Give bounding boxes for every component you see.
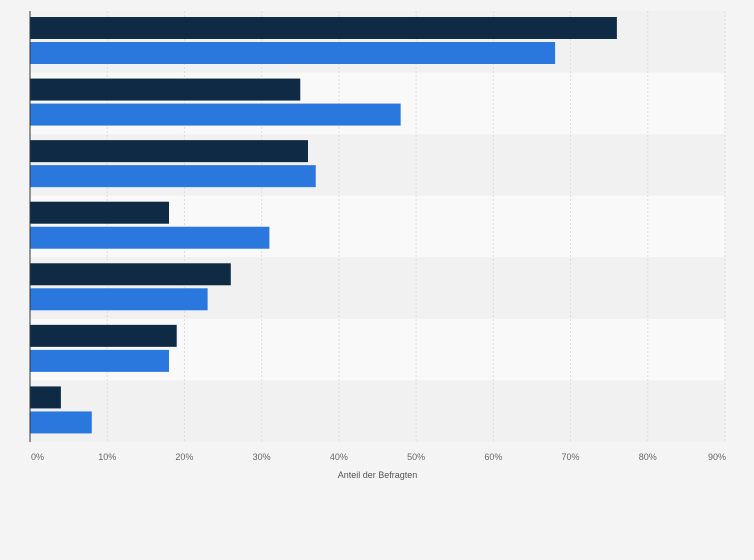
x-axis-ticks: 0% 10% 20% 30% 40% 50% 60% 70% 80% 90% (31, 452, 726, 462)
bar-series-1 (30, 201, 169, 224)
bar-series-2 (30, 42, 556, 64)
bar-series-1 (30, 17, 617, 39)
bar-series-2 (30, 411, 92, 434)
bars (30, 17, 617, 434)
bar-series-1 (30, 324, 177, 347)
bar-series-1 (30, 263, 231, 286)
x-tick-label: 0% (31, 452, 44, 462)
bar-series-2 (30, 349, 169, 372)
x-tick-label: 20% (175, 452, 193, 462)
x-tick-label: 50% (407, 452, 425, 462)
x-tick-label: 10% (98, 452, 116, 462)
bar-series-1 (30, 78, 301, 101)
x-tick-label: 80% (639, 452, 657, 462)
bar-series-2 (30, 165, 316, 188)
bar-series-2 (30, 103, 401, 126)
x-tick-label: 60% (484, 452, 502, 462)
bar-series-2 (30, 226, 270, 249)
bar-series-1 (30, 140, 308, 163)
x-tick-label: 40% (330, 452, 348, 462)
x-axis-title: Anteil der Befragten (338, 470, 418, 480)
x-tick-label: 90% (708, 452, 726, 462)
x-tick-label: 70% (562, 452, 580, 462)
row-bands (30, 11, 725, 442)
row-band (30, 380, 725, 442)
bar-series-1 (30, 386, 61, 409)
bar-series-2 (30, 288, 208, 311)
x-tick-label: 30% (253, 452, 271, 462)
